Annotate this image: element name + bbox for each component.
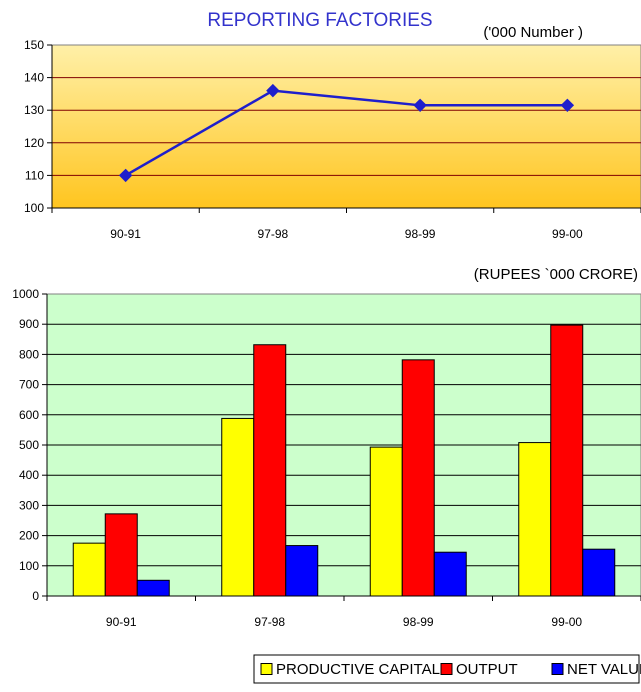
bar-y-tick-label: 900: [19, 317, 39, 331]
bar-y-tick-label: 1000: [12, 287, 39, 301]
bar-x-tick-label: 90-91: [106, 615, 137, 629]
line-point: [413, 98, 427, 113]
bar-y-tick-label: 0: [32, 589, 39, 603]
legend-label: NET VALUE ADDED: [567, 661, 641, 678]
line-point: [118, 168, 133, 183]
bar-net-value-added: [433, 551, 467, 597]
bar-y-tick-label: 600: [19, 408, 39, 422]
bar-net-value-added: [136, 579, 170, 597]
legend: PRODUCTIVE CAPITAL OUTPUT NET VALUE ADDED: [253, 654, 641, 684]
line-y-tick-label: 140: [24, 71, 44, 85]
bar-productive-capital: [518, 442, 552, 597]
bar-x-tick-label: 98-99: [403, 615, 434, 629]
line-x-tick-label: 90-91: [110, 227, 141, 241]
bar-productive-capital: [72, 542, 106, 597]
legend-label: OUTPUT: [456, 661, 518, 678]
line-x-tick-label: 97-98: [258, 227, 289, 241]
line-y-tick-label: 120: [24, 136, 44, 150]
bar-bars: [72, 324, 616, 597]
line-point: [266, 83, 280, 98]
bar-x-tick-label: 97-98: [254, 615, 285, 629]
bar-y-tick-label: 100: [19, 559, 39, 573]
legend-swatch: [260, 663, 273, 675]
line-y-tick-label: 130: [24, 103, 44, 117]
line-grid: [52, 77, 641, 176]
legend-label: PRODUCTIVE CAPITAL: [276, 661, 440, 678]
bar-chart-unit-label: (RUPEES `000 CRORE): [474, 266, 638, 283]
line-y-tick-label: 100: [24, 201, 44, 215]
bar-output: [550, 324, 584, 597]
bar-y-tick-label: 800: [19, 347, 39, 361]
line-chart-unit-label: ('000 Number ): [483, 24, 583, 41]
bar-chart: 0 100 200 300 400 500 600 700 800 900 1000 90-91 97…: [12, 266, 641, 629]
bar-net-value-added: [285, 545, 319, 597]
bar-productive-capital: [221, 417, 255, 597]
bar-y-tick-label: 200: [19, 529, 39, 543]
bar-output: [104, 513, 138, 597]
bar-y-tick-label: 500: [19, 438, 39, 452]
line-y-tick-label: 150: [24, 38, 44, 52]
line-plot-area: [51, 44, 641, 209]
line-chart-title: REPORTING FACTORIES: [207, 10, 432, 31]
bar-y-tick-label: 400: [19, 468, 39, 482]
line-x-tick-label: 98-99: [405, 227, 436, 241]
bar-y-tick-label: 700: [19, 378, 39, 392]
legend-swatch: [551, 663, 564, 675]
bar-x-tick-labels: 90-91 97-98 98-99 99-00: [46, 596, 641, 629]
bar-output: [253, 344, 287, 597]
line-x-tick-labels: 90-91 97-98 98-99 99-00: [51, 208, 641, 241]
bar-net-value-added: [582, 548, 616, 597]
bar-y-tick-label: 300: [19, 498, 39, 512]
legend-swatch: [440, 663, 453, 675]
line-series-path: [125, 89, 568, 177]
bar-productive-capital: [369, 446, 403, 597]
line-point: [560, 98, 575, 113]
line-y-tick-label: 110: [25, 168, 44, 182]
line-x-tick-label: 99-00: [552, 227, 583, 241]
bar-output: [401, 359, 435, 597]
line-series: [118, 83, 575, 183]
bar-x-tick-label: 99-00: [551, 615, 582, 629]
